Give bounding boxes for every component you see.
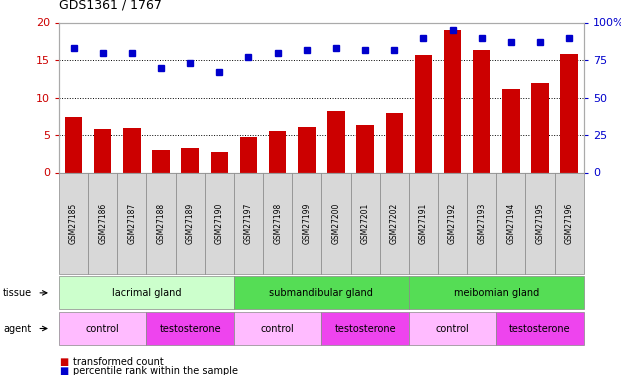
Text: ■: ■ bbox=[59, 357, 68, 367]
Text: GSM27187: GSM27187 bbox=[127, 202, 137, 244]
Text: GSM27195: GSM27195 bbox=[535, 202, 545, 244]
Text: GSM27200: GSM27200 bbox=[332, 202, 340, 244]
Text: meibomian gland: meibomian gland bbox=[454, 288, 539, 298]
Bar bbox=[531, 82, 549, 172]
Bar bbox=[502, 88, 520, 172]
Text: testosterone: testosterone bbox=[334, 324, 396, 333]
Text: ■: ■ bbox=[59, 366, 68, 375]
Text: GSM27196: GSM27196 bbox=[564, 202, 574, 244]
Bar bbox=[65, 117, 83, 172]
Bar bbox=[240, 137, 257, 172]
Text: tissue: tissue bbox=[3, 288, 32, 298]
Text: lacrimal gland: lacrimal gland bbox=[112, 288, 181, 298]
Text: GSM27198: GSM27198 bbox=[273, 202, 282, 244]
Text: GSM27188: GSM27188 bbox=[156, 202, 166, 244]
Text: agent: agent bbox=[3, 324, 31, 333]
Text: control: control bbox=[261, 324, 294, 333]
Text: GSM27193: GSM27193 bbox=[477, 202, 486, 244]
Text: testosterone: testosterone bbox=[160, 324, 221, 333]
Text: submandibular gland: submandibular gland bbox=[270, 288, 373, 298]
Text: testosterone: testosterone bbox=[509, 324, 571, 333]
Text: GSM27194: GSM27194 bbox=[506, 202, 515, 244]
Text: control: control bbox=[86, 324, 120, 333]
Bar bbox=[211, 152, 228, 172]
Bar bbox=[181, 148, 199, 172]
Bar bbox=[94, 129, 111, 173]
Bar bbox=[444, 30, 461, 172]
Bar bbox=[269, 131, 286, 172]
Bar bbox=[298, 127, 315, 172]
Bar bbox=[327, 111, 345, 172]
Text: GSM27190: GSM27190 bbox=[215, 202, 224, 244]
Text: GSM27192: GSM27192 bbox=[448, 202, 457, 244]
Bar bbox=[415, 55, 432, 173]
Text: GSM27186: GSM27186 bbox=[98, 202, 107, 244]
Text: GSM27191: GSM27191 bbox=[419, 202, 428, 244]
Bar bbox=[356, 125, 374, 172]
Bar bbox=[560, 54, 578, 173]
Text: GSM27199: GSM27199 bbox=[302, 202, 311, 244]
Text: control: control bbox=[436, 324, 469, 333]
Text: transformed count: transformed count bbox=[73, 357, 163, 367]
Text: GDS1361 / 1767: GDS1361 / 1767 bbox=[59, 0, 162, 11]
Text: GSM27202: GSM27202 bbox=[390, 202, 399, 244]
Text: GSM27201: GSM27201 bbox=[361, 202, 369, 244]
Bar bbox=[152, 150, 170, 172]
Bar bbox=[473, 50, 491, 172]
Text: GSM27197: GSM27197 bbox=[244, 202, 253, 244]
Text: GSM27189: GSM27189 bbox=[186, 202, 194, 244]
Bar bbox=[123, 128, 140, 172]
Text: percentile rank within the sample: percentile rank within the sample bbox=[73, 366, 238, 375]
Bar bbox=[386, 112, 403, 172]
Text: GSM27185: GSM27185 bbox=[69, 202, 78, 244]
